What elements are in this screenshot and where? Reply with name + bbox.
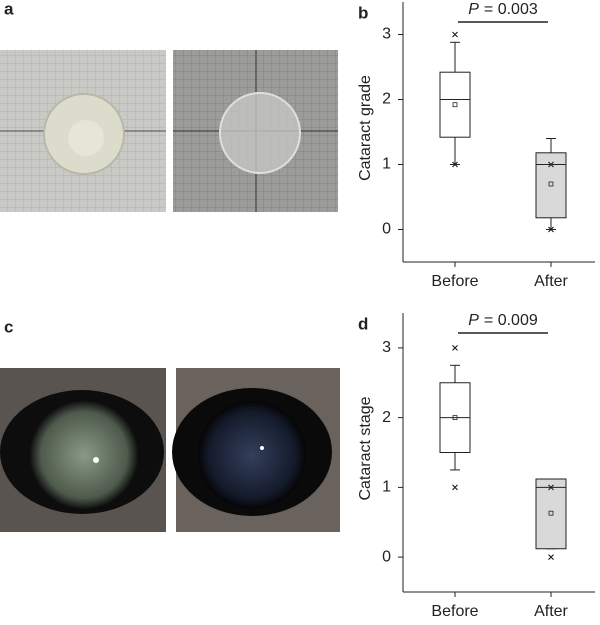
panel-label: b: [358, 3, 368, 22]
y-tick-label: 0: [382, 548, 391, 565]
p-value: P = 0.009: [468, 312, 538, 329]
mean: [548, 181, 554, 187]
y-tick-label: 0: [382, 221, 391, 238]
p-symbol: P: [468, 1, 479, 18]
p-value-text: = 0.003: [484, 1, 538, 18]
panel-label: a: [4, 0, 14, 18]
box: [439, 71, 471, 138]
y-tick-label: 1: [382, 479, 391, 496]
mean: [548, 510, 554, 516]
x-tick-label: Before: [431, 273, 478, 290]
x-tick-label: After: [534, 603, 568, 620]
photo-eye-before: [0, 368, 166, 532]
photo-lens-after: [173, 50, 338, 212]
outlier: [452, 344, 458, 351]
y-axis-label: Cataract grade: [357, 75, 374, 181]
panel-label: c: [4, 317, 13, 336]
outlier: [452, 161, 458, 168]
p-value: P = 0.003: [468, 1, 538, 18]
y-tick-label: 1: [382, 156, 391, 173]
p-symbol: P: [468, 312, 479, 329]
outlier: [452, 484, 458, 491]
y-tick-label: 2: [382, 91, 391, 108]
x-tick-label: Before: [431, 603, 478, 620]
x-tick-label: After: [534, 273, 568, 290]
photo-lens-before: [0, 50, 166, 212]
outlier: [548, 226, 554, 233]
photo-eye-after: [172, 368, 340, 532]
y-tick-label: 2: [382, 409, 391, 426]
panel-label: d: [358, 314, 368, 333]
box: [535, 152, 567, 219]
y-tick-label: 3: [382, 339, 391, 356]
outlier: [548, 484, 554, 491]
outlier: [548, 161, 554, 168]
y-axis-label: Cataract stage: [357, 396, 374, 500]
mean: [452, 415, 458, 421]
mean: [452, 102, 458, 108]
p-value-text: = 0.009: [484, 312, 538, 329]
outlier: [548, 554, 554, 561]
outlier: [452, 31, 458, 38]
y-tick-label: 3: [382, 26, 391, 43]
box: [535, 478, 567, 550]
